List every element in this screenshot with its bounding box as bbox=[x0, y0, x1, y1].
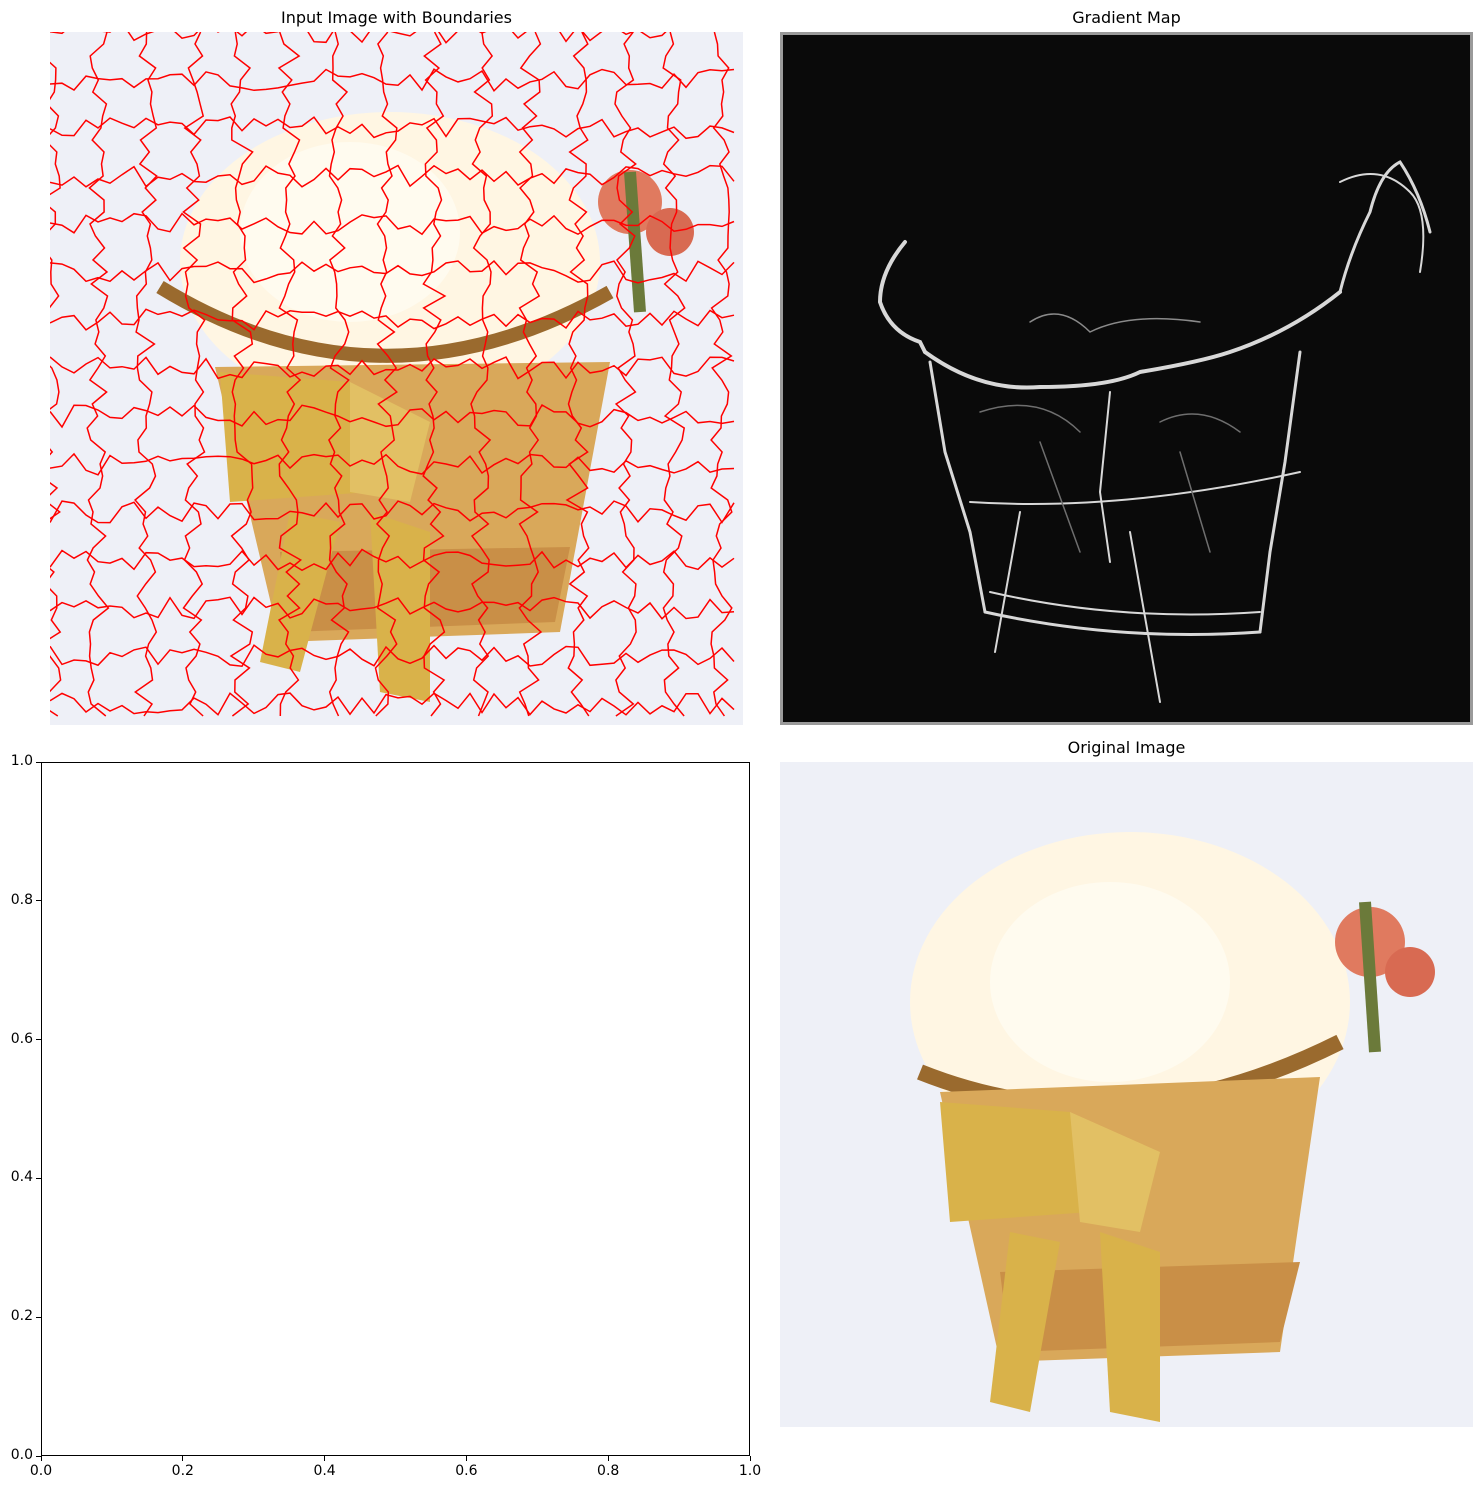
boundary-line bbox=[50, 164, 735, 188]
boundary-line bbox=[614, 32, 637, 717]
original-svg bbox=[780, 762, 1473, 1427]
boundary-line bbox=[518, 32, 543, 717]
superpixel-boundaries bbox=[50, 32, 735, 717]
original-title: Original Image bbox=[1067, 738, 1186, 757]
y-tick-label: 0.4 bbox=[10, 1169, 33, 1186]
x-tick-label: 0.0 bbox=[29, 1463, 53, 1479]
boundary-line bbox=[277, 32, 303, 717]
gradient-image bbox=[780, 32, 1473, 725]
x-tick bbox=[749, 1456, 751, 1461]
boundary-line bbox=[182, 32, 206, 717]
segmentation-svg bbox=[50, 32, 743, 725]
boundary-line bbox=[662, 32, 686, 717]
x-tick-label: 0.4 bbox=[313, 1463, 336, 1479]
y-tick bbox=[36, 1177, 41, 1179]
y-tick-label: 0.2 bbox=[10, 1308, 33, 1325]
gradient-title: Gradient Map bbox=[1072, 8, 1181, 27]
y-tick-label: 0.6 bbox=[10, 1030, 33, 1047]
boundary-line bbox=[50, 260, 735, 284]
boundary-line bbox=[50, 548, 735, 572]
boundary-line bbox=[710, 32, 733, 717]
boundary-line bbox=[86, 32, 110, 717]
x-tick-label: 0.2 bbox=[171, 1463, 194, 1479]
boundary-line bbox=[50, 116, 735, 140]
segmentation-title: Input Image with Boundaries bbox=[281, 8, 512, 27]
y-tick bbox=[36, 1316, 41, 1318]
x-tick bbox=[465, 1456, 467, 1461]
boundary-line bbox=[327, 32, 350, 717]
boundary-line bbox=[50, 692, 735, 716]
empty-axes-frame bbox=[41, 762, 750, 1456]
x-tick-label: 1.0 bbox=[738, 1463, 762, 1479]
boundary-line bbox=[229, 32, 254, 717]
y-tick bbox=[36, 900, 41, 902]
x-tick bbox=[182, 1456, 184, 1461]
gradient-svg bbox=[780, 32, 1473, 725]
y-tick-label: 0.0 bbox=[10, 1447, 33, 1463]
boundary-line bbox=[50, 596, 735, 620]
boundary-line bbox=[422, 32, 447, 717]
boundary-line bbox=[50, 61, 62, 717]
original-image bbox=[780, 762, 1473, 1427]
segmentation-basket-photo bbox=[156, 112, 694, 702]
x-tick bbox=[324, 1456, 326, 1461]
x-tick-label: 0.8 bbox=[597, 1463, 620, 1479]
boundary-line bbox=[50, 212, 735, 236]
x-tick-label: 0.6 bbox=[455, 1463, 478, 1479]
y-tick bbox=[36, 761, 41, 763]
x-tick bbox=[40, 1456, 42, 1461]
y-tick bbox=[36, 1455, 41, 1457]
x-tick bbox=[607, 1456, 609, 1461]
boundary-line bbox=[50, 500, 735, 524]
y-tick-label: 1.0 bbox=[10, 753, 33, 769]
segmentation-image bbox=[50, 32, 743, 725]
y-tick-label: 0.8 bbox=[10, 891, 33, 908]
boundary-line bbox=[565, 32, 590, 717]
boundary-line bbox=[50, 452, 735, 476]
boundary-line bbox=[470, 32, 494, 717]
boundary-line bbox=[50, 68, 735, 92]
gradient-edges bbox=[877, 160, 1432, 703]
boundary-line bbox=[50, 308, 735, 331]
boundary-line bbox=[374, 32, 398, 717]
boundary-line bbox=[134, 32, 158, 717]
y-tick bbox=[36, 1039, 41, 1041]
